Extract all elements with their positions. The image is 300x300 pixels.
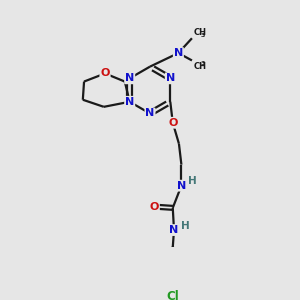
Text: N: N [166, 73, 175, 83]
Text: 3: 3 [200, 33, 205, 38]
Text: Cl: Cl [167, 290, 179, 300]
Text: H: H [181, 220, 190, 231]
Text: CH: CH [193, 28, 206, 37]
Text: N: N [174, 48, 183, 58]
Text: N: N [146, 109, 154, 118]
Text: N: N [177, 181, 186, 191]
Text: H: H [188, 176, 197, 186]
Text: CH: CH [193, 62, 206, 71]
Text: N: N [125, 97, 134, 107]
Text: 3: 3 [200, 61, 205, 66]
Text: N: N [125, 73, 134, 83]
Text: N: N [169, 225, 178, 235]
Text: O: O [100, 68, 110, 78]
Text: O: O [168, 118, 178, 128]
Text: O: O [150, 202, 159, 212]
